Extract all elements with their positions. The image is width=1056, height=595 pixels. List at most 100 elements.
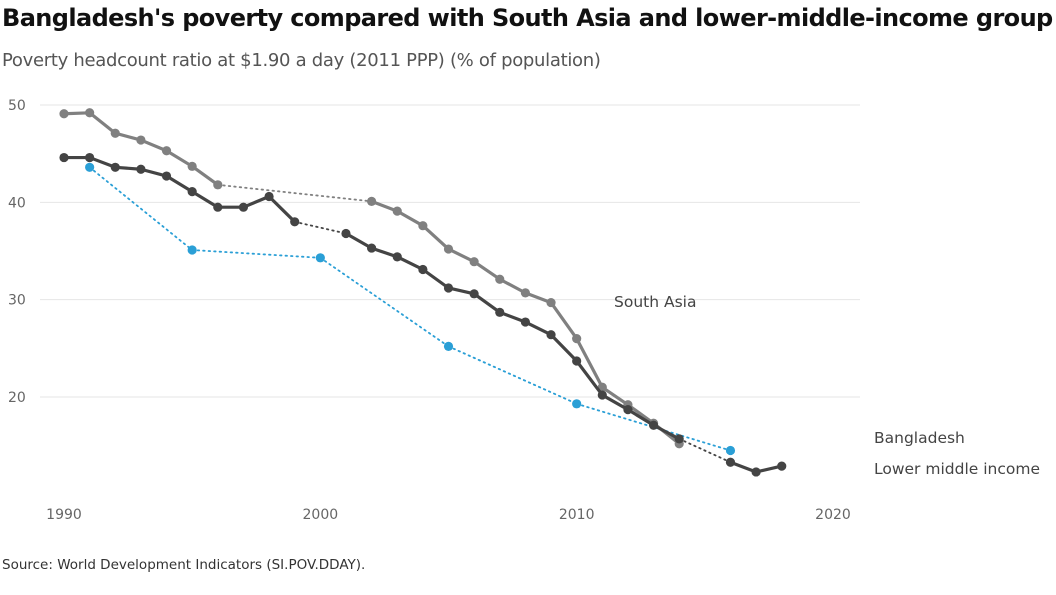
- data-point: [597, 390, 607, 400]
- data-point: [367, 243, 377, 253]
- line-segment: [139, 138, 169, 153]
- line-segment: [472, 292, 502, 314]
- series-label-south-asia: South Asia: [614, 293, 696, 311]
- line-segment: [421, 224, 451, 251]
- line-segment: [472, 260, 502, 281]
- data-point: [110, 128, 120, 138]
- connector-dotted: [319, 256, 450, 348]
- data-point: [213, 180, 223, 190]
- data-point: [290, 217, 300, 227]
- source-note: Source: World Development Indicators (SI…: [2, 557, 366, 573]
- data-point: [469, 289, 479, 299]
- data-point: [495, 307, 505, 317]
- data-point: [392, 206, 402, 216]
- line-segment: [523, 320, 553, 337]
- data-point: [187, 161, 197, 171]
- y-tick-label: 20: [8, 390, 26, 406]
- x-tick-label: 2020: [815, 507, 851, 523]
- line-segment: [498, 277, 528, 295]
- data-point: [136, 164, 146, 174]
- line-segment: [241, 194, 271, 209]
- connector-dotted: [191, 249, 322, 259]
- connector-dotted: [216, 183, 373, 203]
- data-point: [264, 191, 274, 202]
- data-point: [777, 461, 787, 471]
- chart-title: Bangladesh's poverty compared with South…: [2, 4, 1053, 32]
- grid-lines: [40, 104, 860, 398]
- data-point: [495, 274, 505, 284]
- y-tick-label: 30: [8, 293, 26, 309]
- data-point: [392, 252, 402, 262]
- connector-dotted: [575, 402, 732, 452]
- line-segment: [190, 164, 220, 187]
- data-point: [59, 109, 69, 119]
- data-point: [546, 297, 556, 308]
- data-point: [213, 202, 223, 212]
- connector-dotted: [678, 437, 732, 464]
- series-label-lower-middle-income: Lower middle income: [874, 460, 1040, 478]
- data-point: [85, 108, 95, 118]
- x-tick-label: 1990: [46, 507, 82, 523]
- line-segment: [164, 174, 194, 194]
- y-tick-label: 50: [8, 98, 26, 114]
- line-segment: [575, 337, 604, 389]
- data-point: [469, 257, 479, 267]
- y-tick-label: 40: [8, 195, 26, 211]
- line-segment: [626, 408, 656, 427]
- data-point: [443, 244, 454, 254]
- line-segment: [190, 190, 220, 209]
- data-point: [572, 356, 582, 366]
- data-point: [161, 171, 172, 181]
- line-segment: [164, 149, 194, 168]
- data-point: [418, 221, 428, 231]
- data-point: [751, 467, 761, 477]
- data-point: [648, 420, 659, 430]
- line-segment: [600, 393, 630, 412]
- data-point: [85, 162, 95, 172]
- line-segment: [421, 267, 451, 290]
- data-point: [725, 445, 736, 456]
- data-point: [187, 187, 197, 197]
- series-labels: South Asia Bangladesh Lower middle incom…: [614, 293, 1040, 478]
- connector-dotted: [447, 345, 578, 405]
- data-point: [443, 341, 454, 351]
- data-point: [418, 264, 428, 275]
- series-layer: [59, 108, 787, 477]
- series-bangladesh: [59, 152, 787, 477]
- data-point: [59, 152, 69, 163]
- x-tick-label: 2010: [559, 507, 595, 523]
- data-point: [674, 434, 684, 444]
- line-segment: [651, 423, 681, 441]
- line-segment: [344, 231, 374, 250]
- line-segment: [395, 209, 425, 228]
- line-segment: [549, 300, 579, 341]
- data-point: [161, 146, 172, 156]
- y-axis-ticks: 20 30 40 50: [8, 98, 26, 406]
- chart-subtitle: Poverty headcount ratio at $1.90 a day (…: [2, 50, 601, 71]
- series-south-asia: [59, 108, 684, 449]
- line-segment: [446, 247, 476, 264]
- x-axis-ticks: 1990 2000 2010 2020: [46, 507, 851, 523]
- x-tick-label: 2000: [303, 507, 339, 523]
- data-point: [187, 245, 197, 255]
- line-segment: [88, 111, 117, 135]
- series-lower-middle-income: [85, 162, 736, 456]
- data-point: [572, 334, 582, 344]
- connector-dotted: [293, 220, 347, 235]
- data-point: [110, 162, 120, 172]
- data-point: [572, 399, 582, 409]
- data-point: [520, 288, 531, 298]
- data-point: [520, 317, 531, 327]
- data-point: [623, 405, 633, 415]
- series-label-bangladesh: Bangladesh: [874, 429, 965, 447]
- data-point: [367, 196, 377, 206]
- data-point: [315, 253, 325, 263]
- line-segment: [549, 333, 579, 363]
- line-segment: [575, 359, 604, 397]
- data-point: [341, 228, 351, 239]
- connector-dotted: [88, 166, 194, 251]
- line-segment: [395, 255, 425, 272]
- data-point: [136, 135, 146, 145]
- data-point: [725, 457, 736, 467]
